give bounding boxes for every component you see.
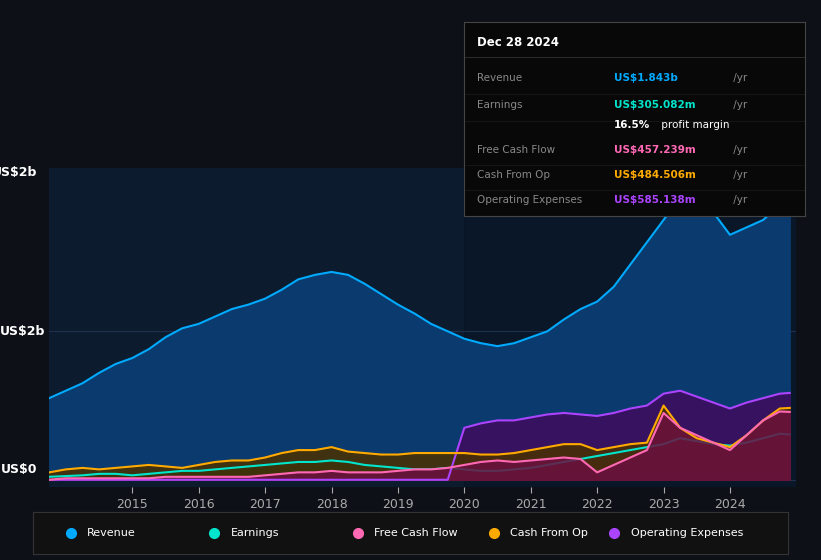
Text: Revenue: Revenue (478, 73, 523, 83)
Text: Free Cash Flow: Free Cash Flow (374, 529, 458, 538)
Text: /yr: /yr (730, 145, 747, 155)
Text: US$2b: US$2b (0, 325, 45, 338)
Text: /yr: /yr (730, 100, 747, 110)
Text: US$1.843b: US$1.843b (614, 73, 677, 83)
Text: /yr: /yr (730, 73, 747, 83)
Text: Operating Expenses: Operating Expenses (631, 529, 744, 538)
Text: /yr: /yr (730, 170, 747, 180)
Text: /yr: /yr (730, 195, 747, 205)
Text: US$457.239m: US$457.239m (614, 145, 695, 155)
Text: Free Cash Flow: Free Cash Flow (478, 145, 556, 155)
Text: Earnings: Earnings (478, 100, 523, 110)
Text: 16.5%: 16.5% (614, 120, 650, 130)
Text: US$585.138m: US$585.138m (614, 195, 695, 205)
Text: Revenue: Revenue (87, 529, 136, 538)
Text: Dec 28 2024: Dec 28 2024 (478, 36, 559, 49)
Text: US$2b: US$2b (0, 166, 37, 179)
Text: US$484.506m: US$484.506m (614, 170, 695, 180)
Text: Cash From Op: Cash From Op (510, 529, 588, 538)
Text: US$305.082m: US$305.082m (614, 100, 695, 110)
Text: profit margin: profit margin (658, 120, 730, 130)
Text: Operating Expenses: Operating Expenses (478, 195, 583, 205)
Bar (465, 168, 796, 487)
Text: US$0: US$0 (1, 463, 37, 476)
Text: Earnings: Earnings (231, 529, 279, 538)
Text: Cash From Op: Cash From Op (478, 170, 551, 180)
